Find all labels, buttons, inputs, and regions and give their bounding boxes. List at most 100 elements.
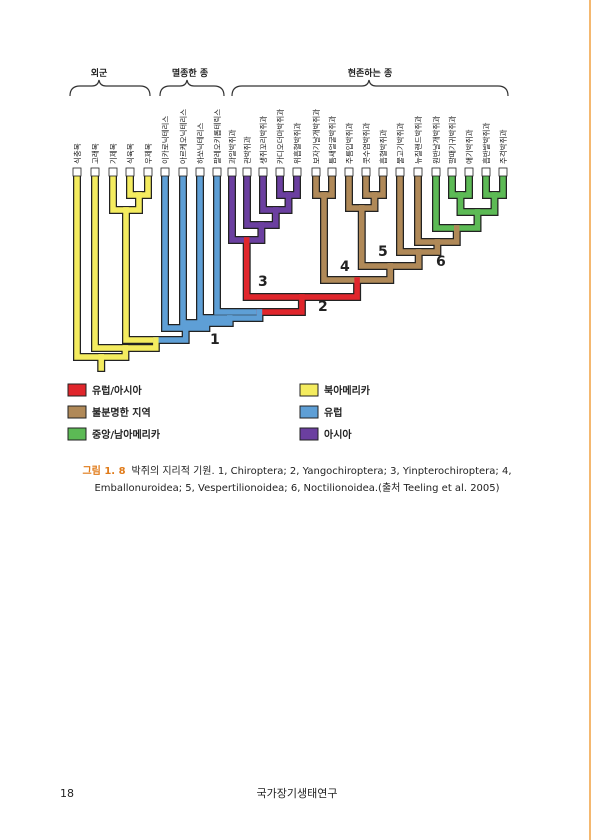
branch: [457, 192, 481, 215]
branch: [110, 175, 129, 213]
leaf-icon: [361, 167, 371, 177]
leaf-label: 관박쥐과: [242, 136, 252, 164]
branch: [243, 222, 265, 243]
branch: [483, 175, 498, 198]
leaf-icon: [464, 167, 474, 177]
branch: [457, 175, 472, 198]
branch: [182, 320, 210, 331]
leaf-icon: [178, 167, 188, 177]
leaf-icon: [160, 167, 170, 177]
leaf-label: 과일박쥐과: [227, 129, 237, 164]
leaf-icon: [242, 167, 252, 177]
legend-swatch: [299, 383, 319, 397]
leaf-label: 위흡혈박쥐과: [292, 123, 302, 164]
leaf-label: 원반날개박쥐과: [431, 116, 441, 164]
leaf-icon: [258, 167, 268, 177]
group-label: 현존하는 종: [348, 67, 393, 79]
leaf-label: 콧수염박쥐과: [361, 123, 371, 164]
node-number: 2: [318, 299, 328, 315]
node-number: 5: [378, 244, 388, 260]
branch: [122, 337, 159, 351]
leaf-icon: [212, 167, 222, 177]
leaf-label: 보자기날개박쥐과: [311, 109, 321, 164]
branch: [363, 175, 378, 198]
leaf-label: 이카로닉테리스: [160, 116, 170, 164]
branch: [98, 345, 129, 360]
branch: [346, 175, 365, 211]
node-number: 4: [340, 259, 350, 275]
leaf-icon: [72, 167, 82, 177]
leaf-label: 흡혈박쥐과: [378, 129, 388, 164]
node-number: 6: [436, 254, 446, 270]
branch-outline: [213, 174, 264, 316]
legend-label: 유럽: [324, 406, 342, 419]
leaf-label: 고래목: [91, 143, 100, 164]
legend-label: 불분명한 지역: [92, 406, 151, 419]
branch: [359, 192, 378, 211]
branch: [397, 175, 422, 255]
caption-text: Emballonuroidea; 5, Vespertilionoidea; 6…: [94, 482, 499, 494]
group-label: 외군: [91, 67, 108, 79]
leaf-icon: [143, 167, 153, 177]
legend-swatch: [299, 427, 319, 441]
leaf-label: 우제목: [144, 143, 153, 164]
branch: [359, 205, 393, 269]
branch: [354, 263, 393, 283]
leaf-icon: [125, 167, 135, 177]
leaf-icon: [378, 167, 388, 177]
branch: [226, 309, 263, 321]
leaf-label: 카디오더마박쥐과: [275, 109, 285, 164]
branch: [415, 175, 441, 245]
leaf-label: 깔때기귀박쥐과: [447, 116, 457, 164]
leaf-label: 생쥐꼬리박쥐과: [258, 116, 268, 164]
node-number: 3: [258, 274, 268, 290]
legend-swatch: [67, 405, 87, 419]
branch: [474, 192, 498, 215]
leaf-icon: [195, 167, 205, 177]
caption-label: 그림 1. 8: [82, 465, 125, 477]
branch: [387, 249, 422, 269]
branch: [229, 175, 250, 243]
branch: [162, 175, 189, 331]
branch: [123, 207, 159, 343]
branch: [454, 209, 481, 231]
leaf-icon: [90, 167, 100, 177]
branch: [491, 175, 506, 198]
legend-label: 유럽/아시아: [92, 384, 142, 397]
node-number: 1: [210, 332, 220, 348]
leaf-icon: [311, 167, 321, 177]
leaf-label: 하쏘닉테리스: [195, 123, 205, 164]
leaf-label: 아르케오닉테리스: [178, 109, 188, 164]
branch: [180, 175, 210, 326]
branch: [243, 237, 305, 300]
branch: [136, 175, 151, 198]
leaf-label: 기제목: [109, 143, 118, 164]
legend-label: 아시아: [324, 428, 352, 441]
branch: [203, 315, 233, 326]
branch: [260, 175, 279, 213]
branch: [258, 207, 279, 228]
leaf-label: 뉴질랜드박쥐과: [413, 116, 423, 164]
branch: [285, 175, 300, 198]
branch: [273, 192, 292, 213]
branch: [123, 192, 142, 213]
branch: [433, 175, 460, 231]
legend-swatch: [299, 405, 319, 419]
caption-text: 박쥐의 지리적 기원. 1, Chiroptera; 2, Yangochiro…: [132, 465, 512, 477]
leaf-icon: [275, 167, 285, 177]
leaf-icon: [108, 167, 118, 177]
leaf-label: 애기박쥐과: [464, 129, 474, 164]
legend-swatch: [67, 383, 87, 397]
branch-outline: [242, 236, 306, 301]
branch: [277, 175, 292, 198]
branch: [214, 175, 263, 315]
page-number: 18: [60, 787, 74, 800]
leaf-icon: [447, 167, 457, 177]
branch: [256, 294, 305, 315]
branch: [153, 325, 189, 343]
branch: [434, 225, 460, 245]
group-label: 멸종한 종: [172, 67, 208, 79]
leaf-icon: [431, 167, 441, 177]
branch: [415, 239, 441, 255]
